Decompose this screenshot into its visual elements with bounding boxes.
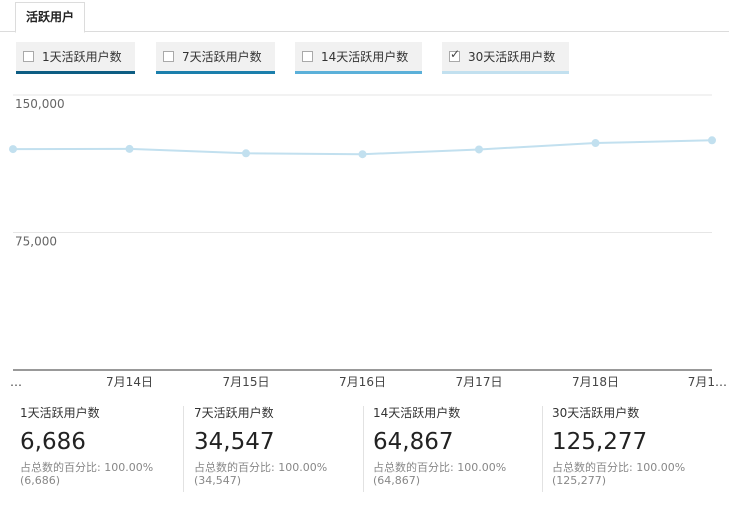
checkbox[interactable] bbox=[23, 51, 34, 62]
x-tick-label: 7月1… bbox=[688, 375, 727, 389]
tab-active-users[interactable]: 活跃用户 bbox=[15, 2, 86, 33]
data-point bbox=[591, 139, 600, 148]
summary-total: (34,547) bbox=[194, 474, 242, 487]
data-point bbox=[358, 150, 367, 159]
checkbox[interactable] bbox=[302, 51, 313, 62]
metric-toggle-30day[interactable]: ✓ 30天活跃用户数 bbox=[442, 42, 569, 74]
summary-value: 125,277 bbox=[552, 429, 648, 455]
summary-total: (6,686) bbox=[20, 474, 61, 487]
summary-total: (125,277) bbox=[552, 474, 607, 487]
y-tick-label: 150,000 bbox=[15, 97, 65, 111]
metric-toggle-label: 30天活跃用户数 bbox=[468, 50, 556, 64]
x-tick-label: 7月14日 bbox=[106, 375, 153, 389]
data-point bbox=[475, 145, 483, 154]
metric-toggle-label: 14天活跃用户数 bbox=[321, 50, 409, 64]
x-tick-label: … bbox=[10, 375, 22, 389]
summary-value: 34,547 bbox=[194, 429, 275, 455]
x-tick-label: 7月15日 bbox=[223, 375, 270, 389]
data-point bbox=[9, 145, 17, 154]
data-point bbox=[708, 136, 716, 145]
x-tick-label: 7月18日 bbox=[572, 375, 619, 389]
summary-14day: 14天活跃用户数 64,867 占总数的百分比: 100.00% (64,867… bbox=[373, 402, 533, 498]
metric-toggle-label: 7天活跃用户数 bbox=[182, 50, 262, 64]
summary-30day: 30天活跃用户数 125,277 占总数的百分比: 100.00% (125,2… bbox=[552, 402, 722, 498]
summary-percent: 占总数的百分比: 100.00% bbox=[194, 461, 328, 474]
summary-label: 7天活跃用户数 bbox=[194, 406, 274, 420]
summary-total: (64,867) bbox=[373, 474, 421, 487]
metric-toggle-1day[interactable]: 1天活跃用户数 bbox=[16, 42, 135, 74]
summary-1day: 1天活跃用户数 6,686 占总数的百分比: 100.00% (6,686) bbox=[20, 402, 180, 498]
check-icon: ✓ bbox=[450, 47, 461, 61]
summary-value: 64,867 bbox=[373, 429, 454, 455]
line-chart: 150,000 75,000 … 7月14日 7月15日 7月16日 7月17日 7月18日… bbox=[9, 94, 727, 389]
metric-toggle-label: 1天活跃用户数 bbox=[42, 50, 122, 64]
summary-percent: 占总数的百分比: 100.00% bbox=[373, 461, 507, 474]
summary-percent: 占总数的百分比: 100.00% bbox=[552, 461, 686, 474]
summary-divider bbox=[363, 406, 364, 492]
metric-toggle-14day[interactable]: 14天活跃用户数 bbox=[295, 42, 422, 74]
x-tick-label: 7月17日 bbox=[456, 375, 503, 389]
checkbox[interactable]: ✓ bbox=[449, 47, 461, 62]
checkbox[interactable] bbox=[163, 51, 174, 62]
summary-label: 14天活跃用户数 bbox=[373, 406, 461, 420]
y-tick-label: 75,000 bbox=[15, 235, 57, 249]
data-point bbox=[242, 149, 250, 158]
metric-toggle-7day[interactable]: 7天活跃用户数 bbox=[156, 42, 275, 74]
summary-value: 6,686 bbox=[20, 429, 86, 455]
summary-label: 1天活跃用户数 bbox=[20, 406, 100, 420]
summary-percent: 占总数的百分比: 100.00% bbox=[20, 461, 154, 474]
summary-label: 30天活跃用户数 bbox=[552, 406, 640, 420]
summary-divider bbox=[542, 406, 543, 492]
x-tick-label: 7月16日 bbox=[339, 375, 386, 389]
summary-7day: 7天活跃用户数 34,547 占总数的百分比: 100.00% (34,547) bbox=[194, 402, 354, 498]
summary-divider bbox=[183, 406, 184, 492]
tab-bar: 活跃用户 bbox=[0, 0, 729, 33]
data-point bbox=[125, 144, 134, 153]
